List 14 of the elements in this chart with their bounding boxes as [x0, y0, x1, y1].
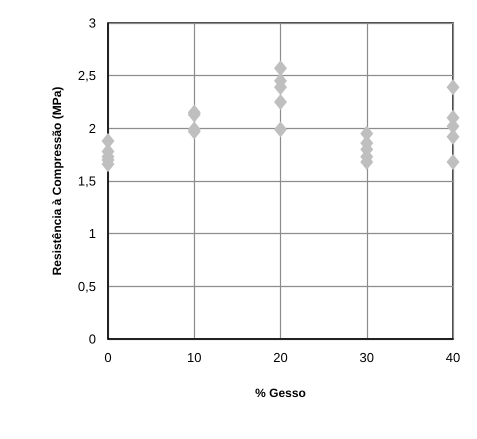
x-tick-label: 30	[360, 350, 374, 365]
x-tick-label: 0	[104, 350, 112, 365]
y-tick-label: 0,5	[78, 278, 96, 294]
x-tick-label: 10	[187, 350, 202, 365]
y-tick-label: 2	[88, 120, 96, 136]
x-tick-label: 40	[446, 350, 460, 365]
x-tick-label: 20	[273, 350, 288, 365]
y-tick-label: 2,5	[78, 68, 96, 84]
x-axis-title: % Gesso	[255, 386, 306, 400]
y-tick-label: 1	[88, 226, 96, 242]
y-tick-label: 1,5	[78, 174, 96, 188]
y-axis-title: Resistência à Compressão (MPa)	[50, 86, 64, 276]
y-tick-label: 0	[88, 332, 96, 346]
y-tick-label: 3	[88, 16, 96, 30]
